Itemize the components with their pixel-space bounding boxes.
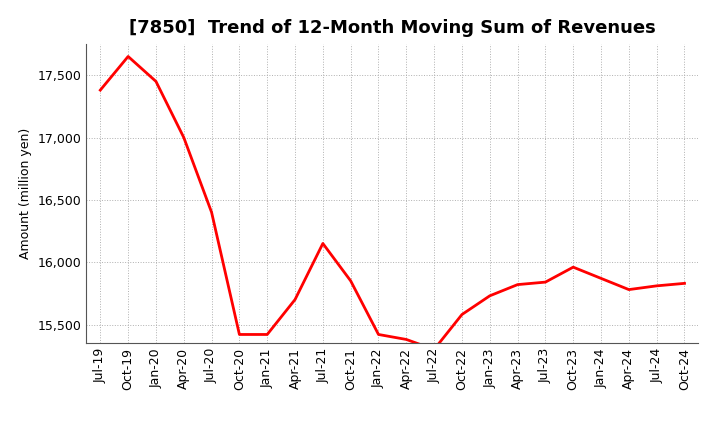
Title: [7850]  Trend of 12-Month Moving Sum of Revenues: [7850] Trend of 12-Month Moving Sum of R… — [129, 19, 656, 37]
Y-axis label: Amount (million yen): Amount (million yen) — [19, 128, 32, 259]
